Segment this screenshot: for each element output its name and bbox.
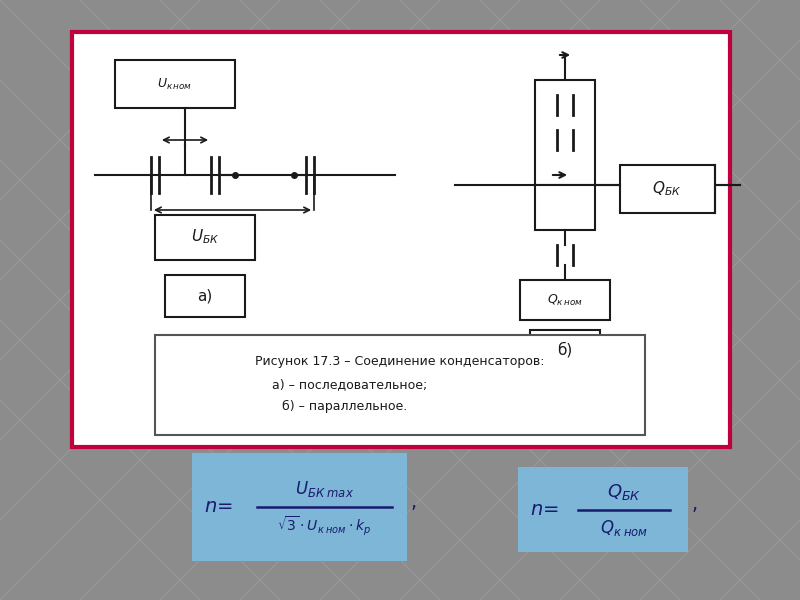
Text: $U_{\mathit{к\,ном}}$: $U_{\mathit{к\,ном}}$ xyxy=(158,76,193,92)
Text: а) – последовательное;: а) – последовательное; xyxy=(272,378,428,391)
Bar xyxy=(535,185,595,230)
Bar xyxy=(165,275,245,317)
Text: $Q_{\mathit{к\,ном}}$: $Q_{\mathit{к\,ном}}$ xyxy=(547,292,583,308)
Text: $Q_{\mathit{БК}}$: $Q_{\mathit{БК}}$ xyxy=(652,179,682,199)
Bar xyxy=(72,32,730,447)
Bar xyxy=(115,60,235,108)
Text: б) – параллельное.: б) – параллельное. xyxy=(282,400,408,413)
Bar xyxy=(155,335,645,435)
Bar xyxy=(518,467,688,552)
Bar xyxy=(192,453,407,561)
Text: $\sqrt{3}\cdot U_{\mathit{к\;ном}}\cdot k_{\mathit{р}}$: $\sqrt{3}\cdot U_{\mathit{к\;ном}}\cdot … xyxy=(278,515,371,538)
Bar xyxy=(520,280,610,320)
Text: $Q_{\mathit{БК}}$: $Q_{\mathit{БК}}$ xyxy=(607,481,641,502)
Text: ,: , xyxy=(692,495,698,514)
Text: $U_{\mathit{БК\;max}}$: $U_{\mathit{БК\;max}}$ xyxy=(295,479,354,499)
Bar xyxy=(530,330,600,370)
Text: а): а) xyxy=(198,289,213,304)
Text: $n\!=\!$: $n\!=\!$ xyxy=(530,500,559,519)
Text: $Q_{\mathit{к\;ном}}$: $Q_{\mathit{к\;ном}}$ xyxy=(600,517,648,538)
Text: $n\!=\!$: $n\!=\!$ xyxy=(204,497,234,517)
Bar xyxy=(620,165,715,213)
Text: Рисунок 17.3 – Соединение конденсаторов:: Рисунок 17.3 – Соединение конденсаторов: xyxy=(255,355,545,368)
Bar xyxy=(535,80,595,185)
Text: $U_{\mathit{БК}}$: $U_{\mathit{БК}}$ xyxy=(190,227,219,247)
Text: ,: , xyxy=(411,493,417,511)
Text: б): б) xyxy=(558,342,573,358)
Bar xyxy=(155,215,255,260)
